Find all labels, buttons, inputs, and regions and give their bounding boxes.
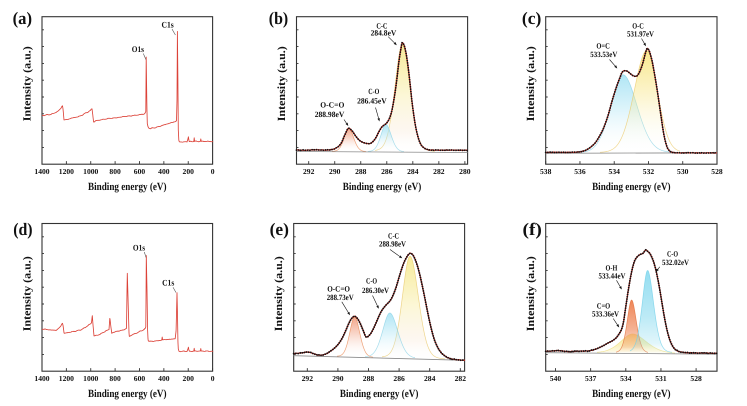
svg-text:C-C: C-C — [376, 21, 387, 30]
svg-text:800: 800 — [109, 374, 121, 383]
svg-text:1000: 1000 — [83, 374, 98, 383]
svg-text:282: 282 — [455, 374, 467, 383]
svg-text:800: 800 — [109, 167, 121, 176]
svg-text:536: 536 — [574, 167, 586, 176]
svg-text:C-O: C-O — [667, 250, 678, 259]
svg-text:288: 288 — [355, 167, 367, 176]
svg-text:532.02eV: 532.02eV — [662, 258, 689, 267]
svg-text:533.53eV: 533.53eV — [590, 50, 617, 59]
svg-text:O1s: O1s — [133, 243, 146, 253]
svg-text:Intensity (a.u.): Intensity (a.u.) — [21, 256, 33, 331]
svg-text:O-C: O-C — [632, 22, 644, 31]
svg-text:292: 292 — [302, 374, 314, 383]
svg-text:Intensity (a.u.): Intensity (a.u.) — [525, 256, 537, 331]
svg-text:Intensity (a.u.): Intensity (a.u.) — [21, 46, 33, 121]
svg-text:O1s: O1s — [132, 44, 145, 54]
svg-text:200: 200 — [183, 167, 195, 176]
svg-text:528: 528 — [711, 167, 723, 176]
svg-text:(f): (f) — [523, 219, 543, 239]
svg-text:(a): (a) — [13, 8, 33, 28]
svg-text:531.97eV: 531.97eV — [627, 29, 654, 38]
svg-text:1400: 1400 — [34, 374, 49, 383]
svg-text:288: 288 — [363, 374, 375, 383]
svg-text:1200: 1200 — [59, 167, 74, 176]
svg-text:290: 290 — [329, 167, 341, 176]
svg-text:284: 284 — [424, 374, 436, 383]
svg-text:531: 531 — [655, 374, 667, 383]
svg-text:Binding energy (eV): Binding energy (eV) — [343, 181, 422, 193]
svg-text:(c): (c) — [522, 8, 542, 28]
svg-text:O-C=O: O-C=O — [327, 284, 350, 293]
svg-text:(b): (b) — [269, 8, 289, 28]
svg-text:Intensity (a.u.): Intensity (a.u.) — [525, 46, 537, 121]
svg-text:O=C: O=C — [596, 41, 610, 50]
svg-text:286.30eV: 286.30eV — [362, 286, 389, 295]
svg-text:533.44eV: 533.44eV — [599, 271, 626, 280]
svg-text:286: 286 — [393, 374, 405, 383]
svg-text:C=O: C=O — [597, 302, 611, 311]
svg-text:0: 0 — [211, 374, 215, 383]
svg-text:540: 540 — [550, 374, 562, 383]
svg-text:534: 534 — [620, 374, 632, 383]
svg-text:C-O: C-O — [368, 87, 379, 96]
svg-text:282: 282 — [433, 167, 445, 176]
svg-text:1200: 1200 — [59, 374, 74, 383]
svg-text:1400: 1400 — [34, 167, 49, 176]
svg-text:528: 528 — [690, 374, 702, 383]
svg-text:288.73eV: 288.73eV — [327, 293, 354, 302]
svg-text:533.36eV: 533.36eV — [592, 310, 619, 319]
svg-text:Binding energy (eV): Binding energy (eV) — [340, 388, 419, 400]
svg-text:Binding energy (eV): Binding energy (eV) — [88, 388, 167, 400]
svg-text:1000: 1000 — [83, 167, 98, 176]
svg-text:537: 537 — [585, 374, 597, 383]
svg-text:292: 292 — [303, 167, 315, 176]
svg-text:O-C=O: O-C=O — [320, 100, 344, 109]
svg-text:200: 200 — [183, 374, 195, 383]
svg-text:C1s: C1s — [162, 20, 175, 30]
svg-text:Intensity (a.u.): Intensity (a.u.) — [273, 256, 285, 331]
svg-text:C-O: C-O — [366, 277, 377, 286]
svg-text:534: 534 — [609, 167, 621, 176]
svg-text:Intensity (a.u.): Intensity (a.u.) — [276, 46, 288, 121]
svg-text:286.45eV: 286.45eV — [357, 96, 387, 105]
svg-text:288.98eV: 288.98eV — [379, 239, 406, 248]
svg-text:(d): (d) — [13, 219, 33, 239]
svg-text:O-H: O-H — [606, 263, 618, 272]
svg-text:600: 600 — [134, 374, 146, 383]
svg-text:288.98eV: 288.98eV — [315, 110, 345, 119]
svg-text:538: 538 — [540, 167, 552, 176]
svg-text:286: 286 — [381, 167, 393, 176]
svg-text:284.8eV: 284.8eV — [371, 29, 397, 38]
svg-text:Binding energy (eV): Binding energy (eV) — [88, 181, 167, 193]
svg-text:Binding energy (eV): Binding energy (eV) — [592, 388, 671, 400]
svg-text:400: 400 — [158, 167, 170, 176]
svg-text:280: 280 — [459, 167, 471, 176]
svg-text:400: 400 — [158, 374, 170, 383]
svg-text:532: 532 — [643, 167, 655, 176]
svg-text:530: 530 — [677, 167, 689, 176]
svg-text:(e): (e) — [270, 219, 290, 239]
svg-text:C1s: C1s — [162, 278, 175, 288]
svg-text:Binding energy (eV): Binding energy (eV) — [592, 181, 671, 193]
svg-text:C-C: C-C — [388, 232, 399, 241]
svg-text:290: 290 — [332, 374, 344, 383]
svg-text:0: 0 — [211, 167, 215, 176]
svg-text:600: 600 — [134, 167, 146, 176]
svg-text:284: 284 — [407, 167, 419, 176]
